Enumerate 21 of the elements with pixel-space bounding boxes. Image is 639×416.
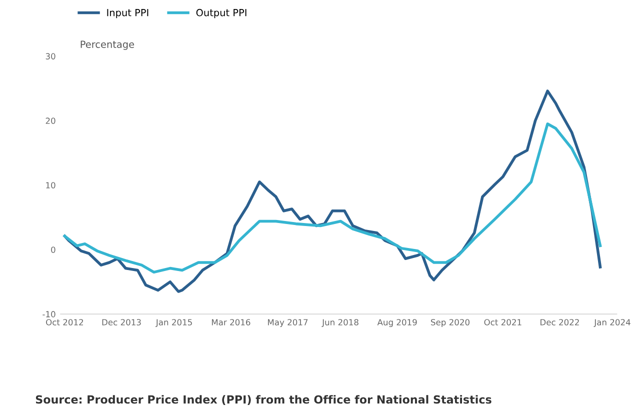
source-note: Source: Producer Price Index (PPI) from the Office for National Statistics	[36, 395, 492, 405]
y-tick-label: -10	[42, 311, 56, 318]
line-series	[63, 122, 602, 274]
y-tick-label: 30	[46, 53, 56, 60]
x-tick-label: May 2017	[268, 319, 308, 328]
x-tick-label: Aug 2019	[377, 319, 417, 328]
x-tick-label: Dec 2013	[102, 319, 141, 326]
y-tick-label: 10	[46, 182, 56, 188]
y-tick-label: 0	[51, 246, 56, 253]
y-tick-label: 20	[46, 118, 56, 124]
x-tick-label: Mar 2016	[212, 319, 250, 326]
chart-subtitle: Percentage	[80, 40, 134, 50]
legend-label: Output PPI	[196, 8, 246, 18]
x-tick-label: Oct 2021	[484, 319, 522, 326]
x-tick-label: Oct 2012	[46, 319, 83, 326]
legend-label: Input PPI	[107, 9, 148, 18]
x-tick-label: Sep 2020	[431, 319, 470, 328]
x-tick-label: Jan 2024	[594, 319, 630, 327]
x-tick-label: Dec 2022	[540, 319, 579, 326]
x-tick-label: Jun 2018	[322, 319, 358, 327]
x-tick-label: Jan 2015	[156, 319, 192, 327]
